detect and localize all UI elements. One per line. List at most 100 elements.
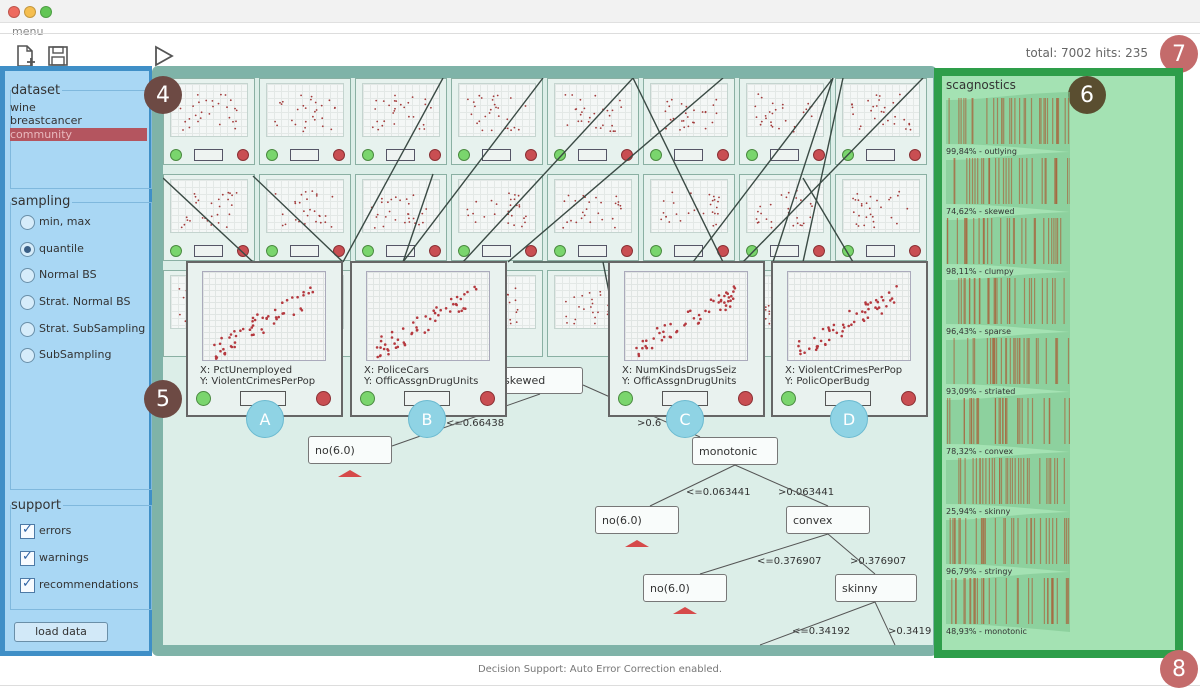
radio-quantile[interactable] <box>20 242 35 257</box>
cell-bar[interactable] <box>194 149 223 161</box>
accept-button[interactable] <box>746 149 758 161</box>
scatterplot-cell[interactable] <box>451 174 543 261</box>
reject-button[interactable] <box>813 245 825 257</box>
radio-subsampling[interactable] <box>20 348 35 363</box>
scagnostics-row[interactable]: 74,62% - skewed <box>946 152 1071 216</box>
cell-bar[interactable] <box>866 245 895 257</box>
reject-button[interactable] <box>717 149 729 161</box>
dataset-item-breastcancer[interactable]: breastcancer <box>10 114 82 127</box>
scatterplot-cell[interactable] <box>355 174 447 261</box>
reject-button[interactable] <box>316 391 331 406</box>
cell-bar[interactable] <box>290 245 319 257</box>
accept-button[interactable] <box>618 391 633 406</box>
scatterplot-cell[interactable] <box>163 174 255 261</box>
tree-node-no-3[interactable]: no(6.0) <box>643 574 727 602</box>
reject-button[interactable] <box>333 149 345 161</box>
reject-button[interactable] <box>237 245 249 257</box>
radio-strat-normal-bs[interactable] <box>20 295 35 310</box>
dataset-item-wine[interactable]: wine <box>10 101 36 114</box>
checkbox-recommendations[interactable] <box>20 576 35 593</box>
reject-button[interactable] <box>621 245 633 257</box>
scagnostics-row[interactable]: 96,79% - stringy <box>946 512 1071 576</box>
reject-button[interactable] <box>909 245 921 257</box>
reject-button[interactable] <box>429 149 441 161</box>
radio-normal-bs[interactable] <box>20 268 35 283</box>
tree-node-skewed[interactable]: skewed <box>497 367 583 394</box>
reject-button[interactable] <box>525 245 537 257</box>
checkbox-errors[interactable] <box>20 522 35 539</box>
reject-button[interactable] <box>813 149 825 161</box>
scagnostics-row[interactable]: 93,09% - striated <box>946 332 1070 396</box>
scatterplot-cell[interactable] <box>643 174 735 261</box>
accept-button[interactable] <box>458 245 470 257</box>
load-data-button[interactable]: load data <box>14 622 108 642</box>
scagnostics-row[interactable]: 96,43% - sparse <box>946 272 1072 336</box>
reject-button[interactable] <box>738 391 753 406</box>
reject-button[interactable] <box>429 245 441 257</box>
cell-bar[interactable] <box>482 245 511 257</box>
scatterplot-cell[interactable] <box>835 174 927 261</box>
reject-button[interactable] <box>237 149 249 161</box>
accept-button[interactable] <box>196 391 211 406</box>
tree-node-no-1[interactable]: no(6.0) <box>308 436 392 464</box>
cell-bar[interactable] <box>194 245 223 257</box>
accept-button[interactable] <box>554 149 566 161</box>
cell-bar[interactable] <box>866 149 895 161</box>
new-file-icon[interactable] <box>14 44 38 68</box>
tree-node-convex[interactable]: convex <box>786 506 870 534</box>
close-window-button[interactable] <box>8 6 20 18</box>
scatterplot-popup-a[interactable]: X: PctUnemployed Y: ViolentCrimesPerPop <box>186 261 343 417</box>
cell-bar[interactable] <box>674 149 703 161</box>
accept-button[interactable] <box>362 149 374 161</box>
scatterplot-cell[interactable] <box>259 174 351 261</box>
accept-button[interactable] <box>650 245 662 257</box>
reject-button[interactable] <box>901 391 916 406</box>
reject-button[interactable] <box>333 245 345 257</box>
accept-button[interactable] <box>746 245 758 257</box>
minimize-window-button[interactable] <box>24 6 36 18</box>
accept-button[interactable] <box>170 245 182 257</box>
accept-button[interactable] <box>170 149 182 161</box>
scagnostics-row[interactable]: 98,11% - clumpy <box>946 212 1070 276</box>
zoom-window-button[interactable] <box>40 6 52 18</box>
cell-bar[interactable] <box>578 245 607 257</box>
dataset-item-community[interactable]: community <box>10 128 147 141</box>
accept-button[interactable] <box>360 391 375 406</box>
tree-node-no-2[interactable]: no(6.0) <box>595 506 679 534</box>
cell-bar[interactable] <box>578 149 607 161</box>
scagnostics-row[interactable]: 78,32% - convex <box>946 392 1071 456</box>
save-icon[interactable] <box>46 44 70 68</box>
scatterplot-popup-d[interactable]: X: ViolentCrimesPerPop Y: PolicOperBudg <box>771 261 928 417</box>
accept-button[interactable] <box>554 245 566 257</box>
play-icon[interactable] <box>152 44 176 68</box>
tree-node-skinny[interactable]: skinny <box>835 574 917 602</box>
cell-bar[interactable] <box>482 149 511 161</box>
scatterplot-cell[interactable] <box>643 78 735 165</box>
scatterplot-cell[interactable] <box>739 78 831 165</box>
accept-button[interactable] <box>266 245 278 257</box>
tree-node-monotonic[interactable]: monotonic <box>692 437 778 465</box>
accept-button[interactable] <box>458 149 470 161</box>
accept-button[interactable] <box>266 149 278 161</box>
accept-button[interactable] <box>650 149 662 161</box>
cell-bar[interactable] <box>290 149 319 161</box>
accept-button[interactable] <box>781 391 796 406</box>
scatterplot-popup-b[interactable]: X: PoliceCars Y: OfficAssgnDrugUnits <box>350 261 507 417</box>
menu-label[interactable]: menu <box>12 25 44 38</box>
scagnostics-row[interactable]: 25,94% - skinny <box>946 452 1070 516</box>
reject-button[interactable] <box>480 391 495 406</box>
radio-strat-subsampling[interactable] <box>20 322 35 337</box>
checkbox-warnings[interactable] <box>20 549 35 566</box>
reject-button[interactable] <box>525 149 537 161</box>
reject-button[interactable] <box>909 149 921 161</box>
scatterplot-cell[interactable] <box>835 78 927 165</box>
scatterplot-cell[interactable] <box>259 78 351 165</box>
scatterplot-popup-c[interactable]: X: NumKindsDrugsSeiz Y: OfficAssgnDrugUn… <box>608 261 765 417</box>
scatterplot-cell[interactable] <box>451 78 543 165</box>
scatterplot-cell[interactable] <box>163 78 255 165</box>
scagnostics-row[interactable]: 99,84% - outlying <box>946 92 1070 156</box>
cell-bar[interactable] <box>674 245 703 257</box>
radio-min-max[interactable] <box>20 215 35 230</box>
accept-button[interactable] <box>362 245 374 257</box>
scagnostics-row[interactable]: 48,93% - monotonic <box>946 572 1070 636</box>
